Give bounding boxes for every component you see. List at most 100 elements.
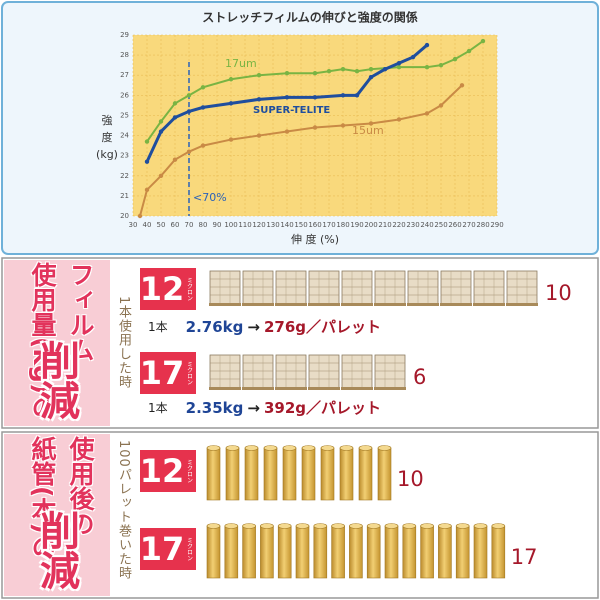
y-tick-label: 24 xyxy=(120,132,129,140)
point xyxy=(382,66,388,72)
tube xyxy=(263,445,278,501)
tube xyxy=(331,523,345,579)
y-tick-label: 21 xyxy=(120,192,129,200)
micron-unit: ミクロン xyxy=(186,459,193,483)
y-axis-label: 強 度 (kg) xyxy=(96,114,118,161)
x-tick-label: 190 xyxy=(350,221,363,229)
tube xyxy=(244,445,259,501)
pallet-base xyxy=(341,303,373,306)
tube-end xyxy=(277,523,292,529)
point xyxy=(144,139,150,144)
tube xyxy=(402,523,417,579)
point xyxy=(144,187,150,193)
note-part: → xyxy=(247,399,260,417)
tube-body xyxy=(384,525,399,579)
x-tick-label: 180 xyxy=(336,221,349,229)
tube-end xyxy=(384,523,399,529)
point xyxy=(312,95,318,100)
point xyxy=(284,129,290,134)
pallet xyxy=(341,354,373,390)
panel-title: 使用量(kg)の xyxy=(28,262,57,420)
tube xyxy=(473,523,488,579)
series-line xyxy=(145,43,428,163)
tube xyxy=(206,523,221,579)
count-label: 10 xyxy=(397,467,424,491)
pallet-base xyxy=(407,303,439,306)
pallet-body xyxy=(341,270,373,306)
x-tick-label: 220 xyxy=(392,221,405,229)
panel-title-bg xyxy=(4,434,110,596)
pallet xyxy=(209,354,241,390)
point xyxy=(480,38,486,44)
point xyxy=(452,56,458,62)
x-tick-label: 70 xyxy=(185,221,194,229)
tube-end xyxy=(377,445,392,451)
x-tick-label: 60 xyxy=(171,221,180,229)
pallet-body xyxy=(308,270,340,306)
y-tick-label: 25 xyxy=(120,111,129,119)
micron-value: 17 xyxy=(140,354,185,392)
point xyxy=(326,69,332,74)
pallet-body xyxy=(308,354,340,390)
x-tick-label: 230 xyxy=(406,221,419,229)
pallet-base xyxy=(341,387,373,390)
y-tick-label: 27 xyxy=(120,71,129,79)
x-tick-label: 90 xyxy=(213,221,222,229)
series-label: 17um xyxy=(225,57,257,70)
tube xyxy=(225,445,240,501)
note-part: 1本 xyxy=(148,320,168,334)
tube-end xyxy=(455,523,470,529)
tube-end xyxy=(301,445,316,451)
x-tick-label: 290 xyxy=(490,221,503,229)
pallet-body xyxy=(209,270,241,306)
count-label: 17 xyxy=(511,545,538,569)
point xyxy=(312,71,318,76)
count-label: 10 xyxy=(545,281,572,305)
tube-end xyxy=(260,523,274,529)
tube-body xyxy=(331,525,345,579)
tube-body xyxy=(242,525,256,579)
point xyxy=(368,66,374,72)
x-tick-label: 210 xyxy=(378,221,391,229)
x-tick-label: 120 xyxy=(252,221,265,229)
point xyxy=(368,121,374,126)
pallet-base xyxy=(308,303,340,306)
annotation: <70% xyxy=(193,191,227,204)
series-label: SUPER-TELITE xyxy=(253,105,330,116)
pallet xyxy=(308,270,340,306)
point xyxy=(396,60,402,66)
point xyxy=(284,71,290,76)
tube xyxy=(349,523,363,579)
point xyxy=(424,42,430,48)
point xyxy=(228,101,234,106)
x-tick-label: 160 xyxy=(308,221,321,229)
pallet-base xyxy=(308,387,340,390)
pallet-body xyxy=(341,354,373,390)
tube xyxy=(339,445,354,501)
point xyxy=(354,93,360,98)
point xyxy=(256,73,262,78)
note-part: 2.35kg xyxy=(186,399,244,417)
point xyxy=(396,117,402,122)
point xyxy=(459,83,465,88)
tube-end xyxy=(358,445,373,451)
y-tick-label: 26 xyxy=(120,91,129,99)
point xyxy=(200,85,206,90)
pallet-body xyxy=(473,270,505,306)
tube xyxy=(384,523,399,579)
point xyxy=(200,105,206,110)
pallet xyxy=(506,270,538,306)
note-part: 1本 xyxy=(148,401,168,415)
pallet-base xyxy=(209,303,241,306)
tube-end xyxy=(282,445,297,451)
micron-value: 12 xyxy=(140,270,185,308)
tube-body xyxy=(295,525,310,579)
chart-title: ストレッチフィルムの伸びと強度の関係 xyxy=(202,10,418,25)
panel-title-big: 削減 xyxy=(33,340,79,420)
tube xyxy=(438,523,452,579)
tube-body xyxy=(263,447,278,501)
note-part: 2.76kg xyxy=(186,318,244,336)
micron-value: 12 xyxy=(140,452,185,490)
panel-title-big: 削減 xyxy=(33,510,79,590)
panel-title: 使用後の xyxy=(66,436,95,536)
